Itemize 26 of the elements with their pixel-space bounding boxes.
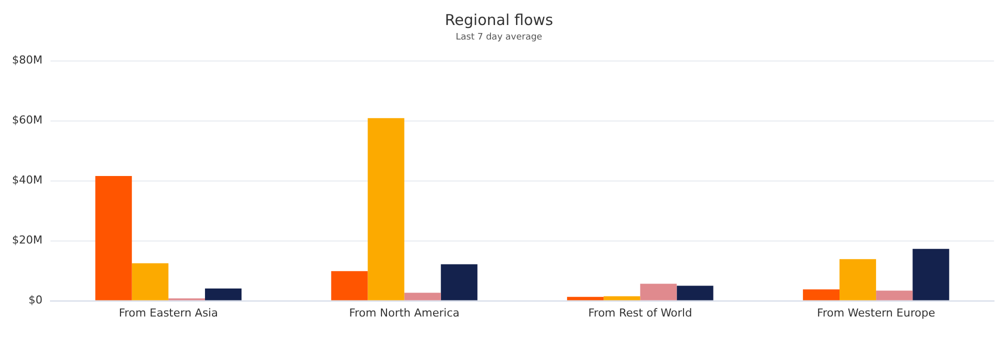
bar bbox=[802, 289, 840, 300]
x-tick-label: From Rest of World bbox=[588, 306, 692, 320]
bar bbox=[204, 288, 242, 300]
bar bbox=[876, 290, 913, 300]
y-tick-label: $80M bbox=[12, 54, 42, 67]
bar bbox=[132, 263, 168, 300]
y-tick-label: $0 bbox=[28, 294, 42, 307]
y-tick-label: $60M bbox=[12, 114, 42, 127]
x-tick-label: From North America bbox=[349, 306, 460, 320]
bar bbox=[331, 271, 368, 300]
bar bbox=[912, 248, 950, 300]
bar bbox=[440, 264, 478, 300]
bar bbox=[604, 296, 640, 300]
chart-title: Regional flows bbox=[444, 10, 554, 29]
bar bbox=[95, 176, 132, 300]
y-tick-label: $20M bbox=[12, 234, 42, 247]
bar bbox=[640, 284, 677, 300]
bar bbox=[404, 292, 441, 300]
y-tick-label: $40M bbox=[12, 174, 42, 187]
x-tick-label: From Eastern Asia bbox=[118, 306, 218, 320]
bar bbox=[567, 296, 604, 300]
bar bbox=[368, 118, 404, 300]
x-tick-label: From Western Europe bbox=[817, 306, 936, 320]
chart-subtitle: Last 7 day average bbox=[456, 32, 543, 43]
bar bbox=[840, 259, 876, 300]
bar bbox=[676, 286, 714, 300]
